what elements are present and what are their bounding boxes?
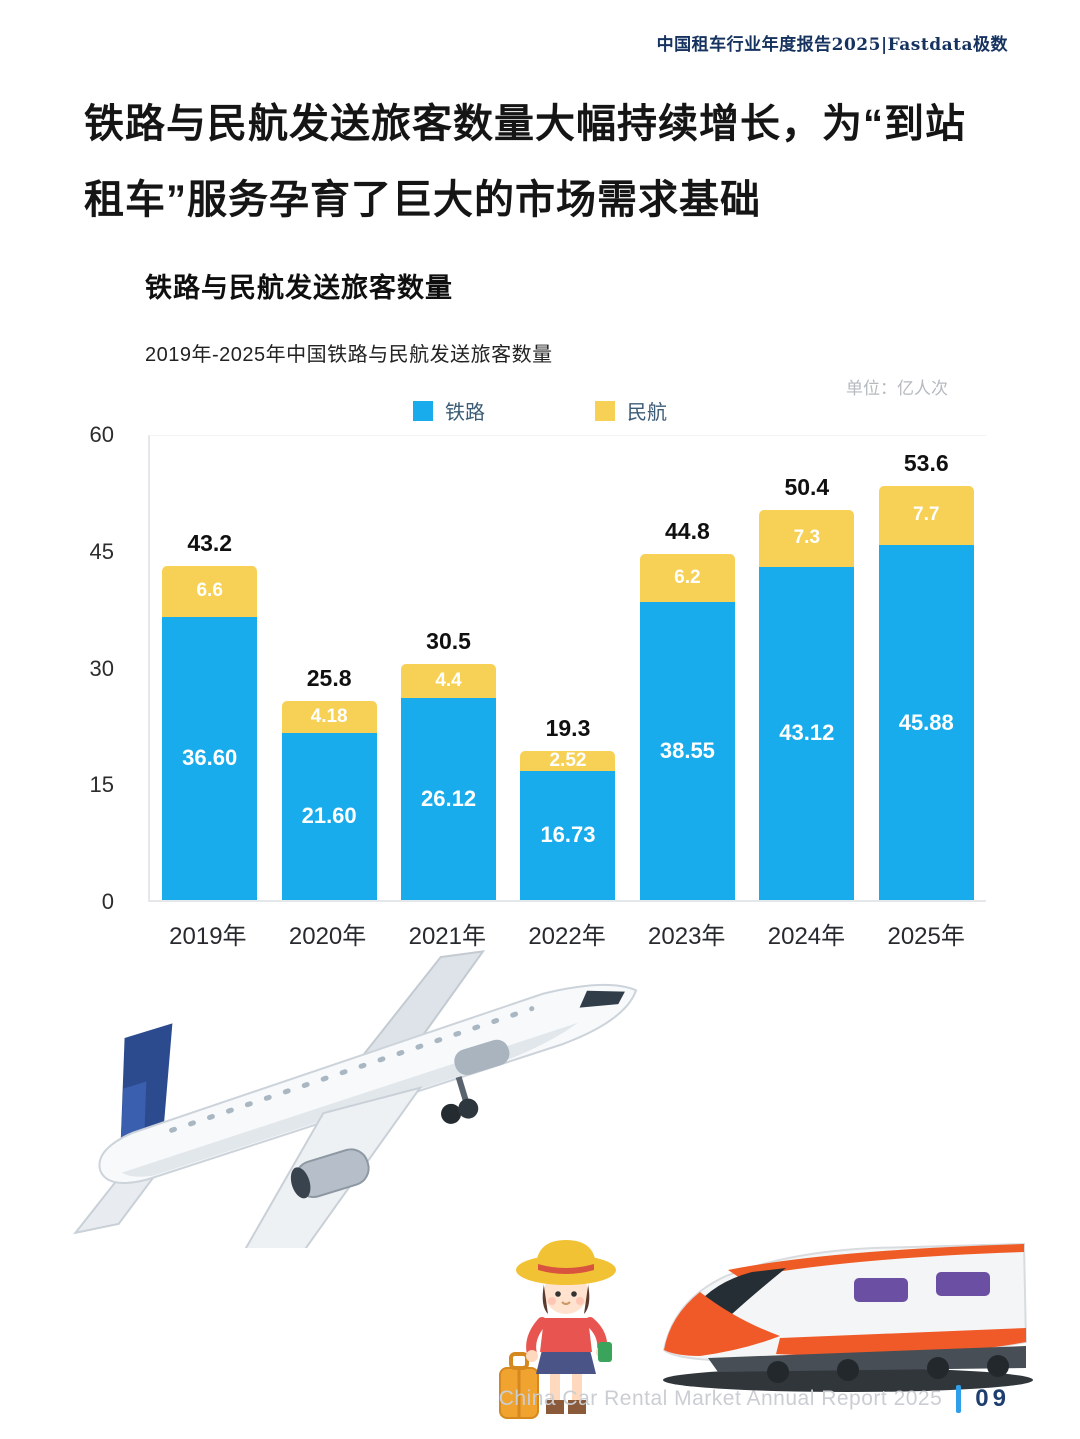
bar-stack: 7.7 45.88 bbox=[878, 485, 974, 900]
bar-group: 30.5 4.4 26.12 bbox=[389, 436, 508, 900]
airplane-fuselage bbox=[98, 983, 638, 1184]
legend-swatch bbox=[595, 400, 615, 421]
x-axis-label: 2025年 bbox=[887, 923, 965, 950]
bar-group: 25.8 4.18 21.60 bbox=[269, 436, 388, 900]
bar-total-label: 50.4 bbox=[784, 474, 830, 501]
railway-segment: 36.60 bbox=[162, 616, 258, 900]
traveler-illustration bbox=[499, 1240, 616, 1419]
bar-group: 50.4 7.3 43.12 bbox=[747, 436, 866, 900]
bar-group: 44.8 6.2 38.55 bbox=[628, 436, 747, 900]
traveler-torso bbox=[540, 1318, 592, 1352]
footer-text: China Car Rental Market Annual Report 20… bbox=[498, 1387, 943, 1410]
y-axis-tick: 0 bbox=[101, 889, 114, 914]
railway-segment: 45.88 bbox=[878, 545, 974, 900]
bar-total-label: 19.3 bbox=[545, 715, 591, 742]
page-title: 铁路与民航发送旅客数量大幅持续增长，为“到站 租车”服务孕育了巨大的市场需求基础 bbox=[84, 86, 966, 238]
bar-total-label: 53.6 bbox=[903, 449, 949, 476]
bar-total-label: 43.2 bbox=[187, 529, 233, 556]
chart-plot: 43.2 6.6 36.60 25.8 4.18 21.60 30.5 4.4 26.12 19.… bbox=[148, 435, 986, 902]
railway-segment: 16.73 bbox=[520, 770, 616, 900]
x-axis-label: 2022年 bbox=[528, 923, 606, 950]
bars-container: 43.2 6.6 36.60 25.8 4.18 21.60 30.5 4.4 26.12 19.… bbox=[150, 436, 986, 900]
chart-subtitle: 2019年-2025年中国铁路与民航发送旅客数量 bbox=[145, 344, 553, 366]
y-axis: 60 45 30 15 0 bbox=[70, 422, 132, 914]
bar-stack: 6.2 38.55 bbox=[639, 553, 735, 900]
page-title-line1: 铁路与民航发送旅客数量大幅持续增长，为“到站 bbox=[84, 102, 966, 146]
chart-legend: 铁路 民航 bbox=[0, 396, 1080, 425]
y-axis-tick: 45 bbox=[89, 538, 114, 564]
legend-label: 民航 bbox=[627, 402, 667, 424]
railway-segment: 43.12 bbox=[759, 566, 855, 900]
y-axis-tick: 15 bbox=[89, 772, 114, 798]
civil-aviation-segment: 6.2 bbox=[639, 553, 735, 602]
x-axis-label: 2020年 bbox=[288, 923, 367, 950]
bar-stack: 4.18 21.60 bbox=[281, 700, 377, 900]
legend-item-railway: 铁路 bbox=[413, 396, 485, 425]
bar-group: 53.6 7.7 45.88 bbox=[867, 436, 986, 900]
y-axis-tick: 60 bbox=[89, 422, 114, 447]
train-windshield bbox=[694, 1268, 786, 1314]
bar-group: 43.2 6.6 36.60 bbox=[150, 436, 269, 900]
train-illustration bbox=[662, 1242, 1033, 1392]
bar-stack: 7.3 43.12 bbox=[759, 510, 855, 900]
bar-stack: 4.4 26.12 bbox=[401, 663, 497, 900]
railway-segment: 38.55 bbox=[639, 601, 735, 900]
page-number: 09 bbox=[975, 1385, 1010, 1412]
civil-aviation-segment: 6.6 bbox=[162, 565, 258, 617]
x-axis-label: 2021年 bbox=[408, 923, 486, 950]
railway-segment: 26.12 bbox=[401, 698, 497, 900]
bar-stack: 2.52 16.73 bbox=[520, 750, 616, 900]
civil-aviation-segment: 4.18 bbox=[281, 700, 377, 733]
x-axis-label: 2023年 bbox=[648, 923, 726, 950]
bar-total-label: 25.8 bbox=[306, 664, 352, 691]
page-title-line2: 租车”服务孕育了巨大的市场需求基础 bbox=[84, 178, 761, 222]
civil-aviation-segment: 7.7 bbox=[878, 485, 974, 546]
footer: China Car Rental Market Annual Report 20… bbox=[499, 1385, 1010, 1413]
civil-aviation-segment: 2.52 bbox=[520, 750, 616, 771]
chart-title: 铁路与民航发送旅客数量 bbox=[145, 273, 453, 303]
unit-label: 单位：亿人次 bbox=[846, 379, 948, 398]
report-header: 中国租车行业年度报告2025|Fastdata极数 bbox=[656, 35, 1008, 55]
bar-group: 19.3 2.52 16.73 bbox=[508, 436, 627, 900]
x-axis-label: 2019年 bbox=[169, 923, 247, 950]
civil-aviation-segment: 4.4 bbox=[401, 663, 497, 698]
x-axis-label: 2024年 bbox=[767, 923, 846, 950]
airplane-illustration bbox=[72, 950, 638, 1248]
legend-item-civil-aviation: 民航 bbox=[595, 396, 667, 425]
bar-total-label: 30.5 bbox=[426, 627, 471, 654]
legend-swatch bbox=[413, 400, 433, 421]
x-axis: 2019年 2020年 2021年 2022年 2023年 2024年 2025年 bbox=[148, 916, 986, 951]
bar-total-label: 44.8 bbox=[665, 517, 710, 544]
y-axis-tick: 30 bbox=[89, 655, 114, 681]
bar-stack: 6.6 36.60 bbox=[162, 565, 258, 900]
railway-segment: 21.60 bbox=[281, 732, 377, 900]
footer-divider bbox=[956, 1385, 962, 1413]
civil-aviation-segment: 7.3 bbox=[759, 510, 855, 567]
airplane-cockpit bbox=[579, 990, 625, 1008]
train-nose bbox=[664, 1292, 780, 1356]
legend-label: 铁路 bbox=[445, 402, 485, 424]
train-window bbox=[854, 1278, 908, 1302]
train-window bbox=[936, 1272, 990, 1296]
